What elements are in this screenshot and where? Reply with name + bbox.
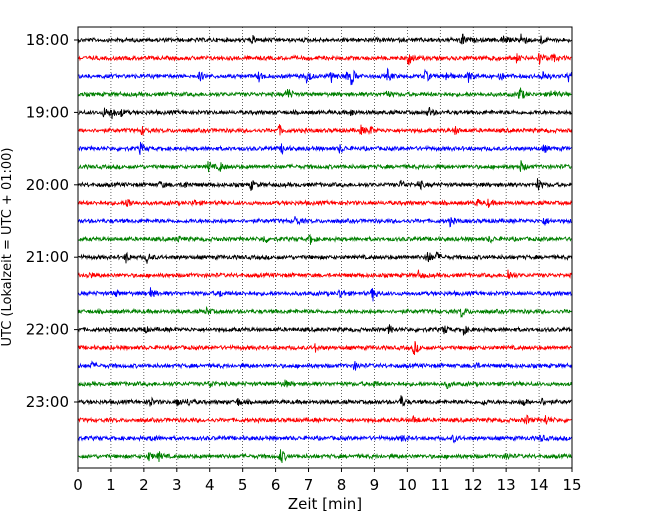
trace-1800 — [78, 33, 572, 45]
x-tick-label: 13 — [497, 476, 516, 494]
trace-2045 — [78, 233, 572, 245]
trace-2015 — [78, 198, 572, 208]
trace-2345 — [78, 449, 572, 464]
x-tick-label: 5 — [238, 476, 248, 494]
y-axis: 18:00 19:00 20:00 21:00 22:00 23:00 — [26, 31, 78, 411]
trace-1900 — [78, 106, 572, 120]
plot-frame — [77, 26, 573, 469]
trace-1830 — [78, 67, 572, 86]
y-tick-label: 22:00 — [26, 321, 69, 339]
x-tick-label: 8 — [337, 476, 347, 494]
trace-2315 — [78, 414, 572, 425]
trace-2245 — [78, 379, 572, 390]
x-tick-label: 12 — [464, 476, 483, 494]
trace-1930 — [78, 141, 572, 155]
x-axis: 0 1 2 3 4 5 6 7 8 9 10 11 12 13 14 15 — [73, 468, 582, 494]
y-tick-label: 19:00 — [26, 103, 69, 121]
x-tick-label: 1 — [106, 476, 116, 494]
x-tick-label: 4 — [205, 476, 215, 494]
y-axis-label: UTC (Lokalzeit = UTC + 01:00) — [0, 148, 15, 347]
x-tick-label: 10 — [398, 476, 417, 494]
x-tick-label: 2 — [139, 476, 149, 494]
y-tick-label: 21:00 — [26, 248, 69, 266]
seismogram-traces — [78, 33, 572, 464]
plot-area — [78, 27, 572, 468]
trace-2330 — [78, 434, 572, 444]
trace-2230 — [78, 360, 572, 371]
y-tick-label: 18:00 — [26, 31, 69, 49]
trace-2200 — [78, 324, 572, 336]
trace-1915 — [78, 124, 572, 136]
x-tick-label: 6 — [271, 476, 281, 494]
trace-2030 — [78, 216, 572, 228]
y-tick-label: 23:00 — [26, 393, 69, 411]
trace-2215 — [78, 340, 572, 356]
x-tick-label: 0 — [73, 476, 83, 494]
x-tick-label: 14 — [530, 476, 549, 494]
trace-2300 — [78, 395, 572, 407]
trace-2145 — [78, 305, 572, 318]
x-tick-label: 11 — [431, 476, 450, 494]
x-tick-label: 9 — [370, 476, 380, 494]
x-axis-label: Zeit [min] — [288, 495, 362, 513]
x-tick-label: 7 — [304, 476, 314, 494]
trace-2130 — [78, 287, 572, 302]
trace-1815 — [78, 52, 572, 66]
x-tick-label: 15 — [562, 476, 581, 494]
trace-1945 — [78, 160, 572, 173]
trace-2100 — [78, 251, 572, 264]
y-tick-label: 20:00 — [26, 176, 69, 194]
trace-1845 — [78, 87, 572, 99]
x-tick-label: 3 — [172, 476, 182, 494]
trace-2115 — [78, 269, 572, 280]
trace-2000 — [78, 178, 572, 191]
